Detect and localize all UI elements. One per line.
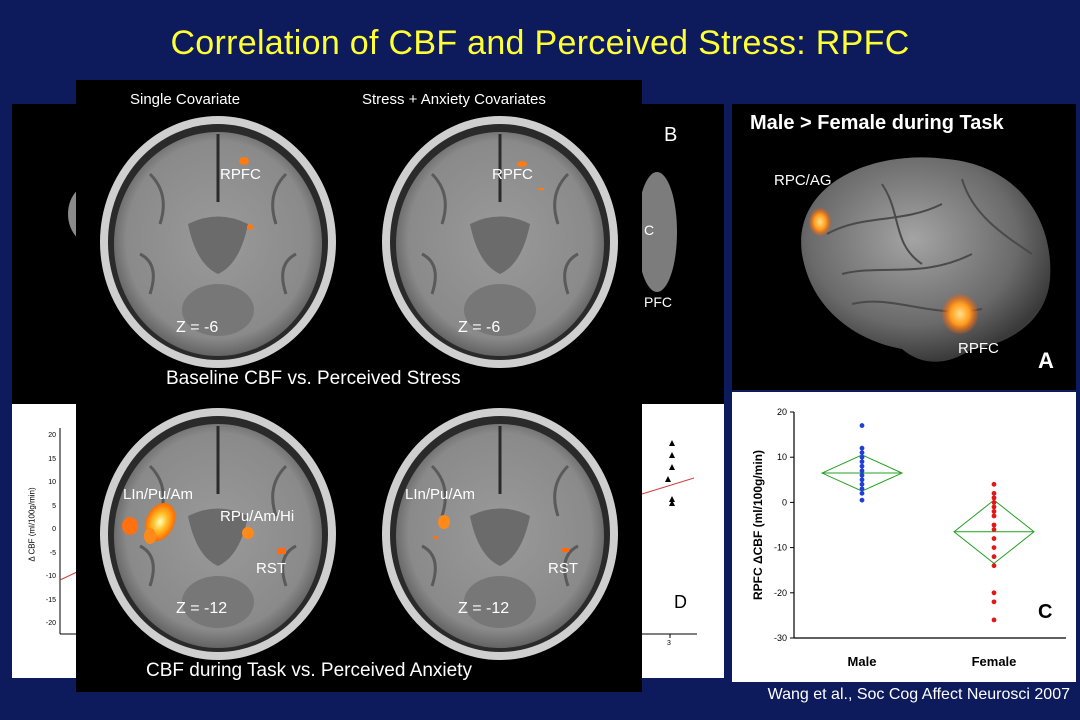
y-tick-label: 20 xyxy=(777,407,787,417)
back-y-tick: -15 xyxy=(45,596,56,604)
data-point xyxy=(991,527,997,532)
back-scatter-fragment xyxy=(59,428,697,638)
right-figure-chart: 20 10 0 -10 -20 -30 Male Female RPFC ΔCBF (ml/10… xyxy=(732,392,1076,682)
header-stress-anxiety: Stress + Anxiety Covariates xyxy=(362,91,546,108)
y-axis-label: RPFC ΔCBF (ml/100g/min) xyxy=(751,450,765,600)
axial-brain-image xyxy=(100,116,336,368)
slice-label-rpfc: RPFC xyxy=(492,166,533,183)
activation-blobs xyxy=(517,161,544,190)
data-point xyxy=(991,481,997,487)
data-point xyxy=(991,509,997,514)
brain-slice-top-left: RPFC Z = -6 xyxy=(90,114,346,370)
axial-brain-image xyxy=(100,408,336,660)
data-point xyxy=(991,536,997,541)
data-point xyxy=(859,497,865,503)
brain-slice-bottom-right: LIn/Pu/Am RST Z = -12 xyxy=(372,406,628,662)
panel-a-label: A xyxy=(1038,348,1054,373)
y-tick-label: 0 xyxy=(782,497,787,507)
back-y-tick: 20 xyxy=(48,432,56,439)
x-category-label: Female xyxy=(972,654,1017,669)
back-y-label: Δ CBF (ml/100g/min) xyxy=(27,487,37,562)
data-point xyxy=(991,545,997,550)
sex-difference-chart: 20 10 0 -10 -20 -30 Male Female RPFC ΔCBF (ml/10… xyxy=(751,407,1066,669)
data-point xyxy=(991,495,997,501)
data-point xyxy=(859,450,865,456)
brain-slice-bottom-left: LIn/Pu/Am RPu/Am/Hi RST Z = -12 xyxy=(90,406,346,662)
axial-brain-image xyxy=(382,408,618,660)
data-point xyxy=(991,617,997,623)
data-point xyxy=(859,423,865,428)
slice-z-label: Z = -6 xyxy=(176,319,219,336)
label-rpfc-lateral: RPFC xyxy=(958,340,999,357)
citation: Wang et al., Soc Cog Affect Neurosci 200… xyxy=(767,686,1070,703)
panel-c-label: C xyxy=(1038,601,1052,623)
data-point xyxy=(859,454,865,460)
brain-slice-top-right: RPFC Z = -6 xyxy=(372,114,628,370)
slice-z-label: Z = -12 xyxy=(176,600,228,617)
activation-blobs xyxy=(122,502,286,554)
data-point xyxy=(991,504,997,510)
slice-z-label: Z = -6 xyxy=(458,319,501,336)
activation-blobs xyxy=(434,515,569,552)
back-x-tick: 3 xyxy=(667,640,671,647)
label-rpc-ag: RPC/AG xyxy=(774,172,832,189)
slice-label-rpfc: RPFC xyxy=(220,166,261,183)
axial-brain-image xyxy=(382,116,618,368)
slice-label-rpu-am-hi: RPu/Am/Hi xyxy=(220,508,295,525)
data-point xyxy=(859,477,865,483)
data-point xyxy=(859,490,865,496)
data-point xyxy=(991,554,997,560)
data-point xyxy=(859,486,865,492)
header-single-covariate: Single Covariate xyxy=(130,91,241,108)
y-tick-label: -10 xyxy=(774,543,787,553)
back-y-tick: -20 xyxy=(45,620,56,627)
slice-label-lin-pu-am: LIn/Pu/Am xyxy=(405,486,476,503)
data-point xyxy=(991,513,997,519)
back-y-tick: 10 xyxy=(48,479,56,486)
data-point xyxy=(859,472,865,478)
y-tick-label: 10 xyxy=(777,452,787,462)
back-scatter-points xyxy=(665,440,675,506)
back-y-tick: -5 xyxy=(49,549,56,557)
data-point xyxy=(859,459,865,465)
slice-label-lin-pu-am: LIn/Pu/Am xyxy=(123,486,194,503)
back-y-tick: 5 xyxy=(52,502,56,510)
back-fragment-pfc: PFC xyxy=(644,294,672,310)
data-point xyxy=(991,522,997,528)
slice-label-rst: RST xyxy=(256,560,286,577)
back-y-tick: 15 xyxy=(48,455,56,463)
panel-b-label: B xyxy=(664,124,678,146)
data-point xyxy=(991,563,997,569)
slice-label-rst: RST xyxy=(548,560,578,577)
slide-title: Correlation of CBF and Perceived Stress:… xyxy=(170,24,910,62)
panel-d-label: D xyxy=(674,592,687,612)
y-tick-label: -30 xyxy=(774,633,787,643)
lateral-brain-image xyxy=(801,157,1051,362)
activation-blobs xyxy=(239,157,253,230)
back-y-tick: -10 xyxy=(45,573,56,580)
x-category-label: Male xyxy=(848,654,877,669)
data-point xyxy=(991,490,997,496)
y-tick-label: -20 xyxy=(774,588,787,598)
right-figure-top: Male > Female during Task RPC/AG RPFC A xyxy=(732,104,1076,390)
data-point xyxy=(859,468,865,474)
data-point xyxy=(859,481,865,487)
right-figure-title: Male > Female during Task xyxy=(750,112,1004,134)
center-figure: Single Covariate Stress + Anxiety Covari… xyxy=(76,80,642,692)
slice-z-label: Z = -12 xyxy=(458,600,510,617)
data-point xyxy=(859,463,865,469)
caption-baseline: Baseline CBF vs. Perceived Stress xyxy=(166,368,461,389)
data-point xyxy=(991,599,997,605)
data-point xyxy=(991,500,997,505)
back-y-tick: 0 xyxy=(52,526,56,533)
caption-task-anxiety: CBF during Task vs. Perceived Anxiety xyxy=(146,660,472,681)
data-point xyxy=(991,590,997,596)
back-fragment-c: C xyxy=(644,222,655,238)
data-point xyxy=(859,445,865,451)
